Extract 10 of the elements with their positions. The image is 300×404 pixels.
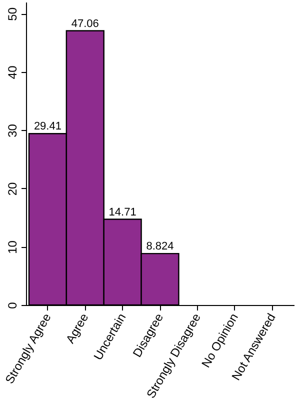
data-label: 47.06 [71, 18, 99, 30]
data-label: 8.824 [146, 240, 174, 253]
y-tick-label: 50 [6, 7, 20, 21]
y-tick-label: 40 [6, 65, 20, 80]
data-label: 14.71 [108, 206, 136, 218]
y-tick-label: 10 [6, 240, 20, 254]
y-tick-label: 20 [6, 182, 20, 196]
y-tick-label: 0 [6, 302, 20, 309]
y-tick-label: 30 [6, 124, 20, 138]
data-label: 29.41 [34, 120, 62, 133]
